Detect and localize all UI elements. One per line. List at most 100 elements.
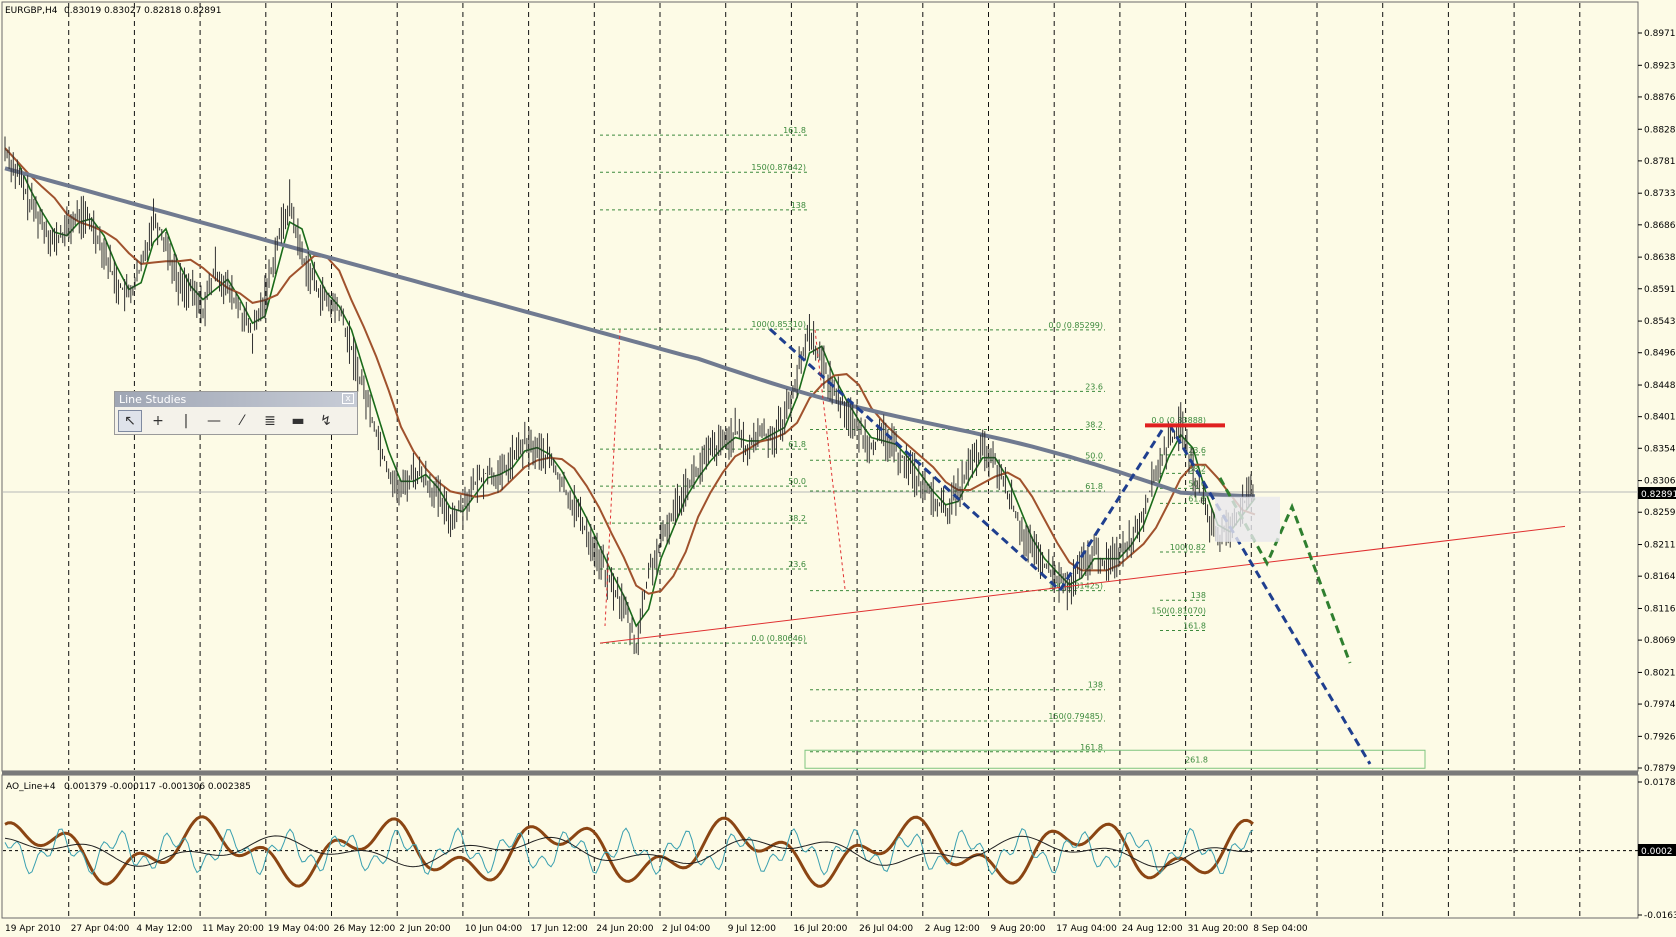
wave-down-line (768, 328, 1062, 592)
fib-label: 150(0.87642) (751, 163, 806, 172)
time-tick-label: 2 Aug 12:00 (925, 924, 980, 934)
projection-down-line (1168, 424, 1372, 765)
time-tick-label: 17 Aug 04:00 (1056, 924, 1117, 934)
price-series (4, 136, 1254, 656)
vertical-line-tool-icon[interactable]: | (183, 412, 189, 429)
indicator-name-label: AO_Line+4 (6, 782, 56, 792)
time-tick-label: 16 Jul 20:00 (793, 924, 847, 934)
line-studies-title: Line Studies (119, 393, 187, 406)
time-tick-label: 10 Jun 04:00 (465, 924, 522, 934)
line-studies-titlebar[interactable]: Line Studies x (115, 392, 357, 407)
time-tick-label: 2 Jun 20:00 (399, 924, 451, 934)
indicator-tick-label: -0.01636 (1644, 911, 1676, 921)
indicator-pane (1, 774, 1639, 919)
fib-label: 23.6 (1085, 382, 1103, 391)
horizontal-line-tool-icon[interactable]: — (207, 412, 221, 429)
time-tick-label: 9 Jul 12:00 (728, 924, 777, 934)
ohlc-label: 0.83019 0.83027 0.82818 0.82891 (64, 6, 221, 16)
rectangle-tool-icon[interactable]: ▬ (291, 412, 305, 429)
moving-averages (4, 147, 1256, 628)
fib-label: 61.8 (1188, 494, 1206, 503)
time-tick-label: 24 Jun 20:00 (596, 924, 653, 934)
ma-slow-line (4, 166, 1256, 499)
time-tick-label: 19 May 04:00 (268, 924, 330, 934)
time-tick-label: 8 Sep 04:00 (1253, 924, 1308, 934)
fib-label: 100(0.85310) (751, 320, 806, 329)
indicator-tick-label: 0.01787 (1644, 778, 1676, 788)
time-tick-label: 31 Aug 20:00 (1188, 924, 1249, 934)
fib-label: 161.8 (783, 126, 806, 135)
ao-indicator (4, 815, 1254, 888)
indicator-zero-label: 0.0002 (1641, 847, 1673, 857)
fib-label: 138 (1191, 591, 1206, 600)
drawn-objects (599, 328, 1566, 765)
cursor-tool-icon[interactable]: ↖ (118, 409, 142, 432)
time-tick-label: 2 Jul 04:00 (662, 924, 711, 934)
target-zone (1215, 496, 1280, 542)
symbol-label: EURGBP,H4 (5, 6, 58, 16)
fib-label: 261.8 (1185, 755, 1208, 764)
fib-label: 161.8 (1183, 621, 1206, 630)
time-tick-label: 26 Jul 04:00 (859, 924, 913, 934)
fib-label: 138 (1088, 681, 1103, 690)
fibonacci-levels: 0.0 (0.80646) 23.6 38.2 50.0 61.8 100(0.85310… (600, 126, 1426, 769)
time-tick-label: 19 Apr 2010 (5, 924, 61, 934)
ao-fast-line (4, 827, 1254, 876)
fib-label: 100(0.82 (1170, 543, 1206, 552)
fib-label: 61.8 (788, 440, 806, 449)
time-tick-label: 27 Apr 04:00 (71, 924, 130, 934)
fib-label: 0.0 (0.85299) (1048, 321, 1103, 330)
ao-main-line (4, 815, 1254, 888)
fib-label: 38.2 (1085, 421, 1103, 430)
current-price-label: 0.82891 (1641, 490, 1676, 500)
arrows-tool-icon[interactable]: ↯ (320, 412, 332, 429)
crosshair-tool-icon[interactable]: + (152, 412, 164, 429)
time-tick-label: 26 May 12:00 (334, 924, 396, 934)
line-studies-tools: ↖ + | — ⁄ ≣ ▬ ↯ (115, 407, 357, 434)
fib-anchor-line (814, 329, 846, 590)
ma-fast-line (4, 147, 1256, 628)
ao-signal-line (4, 835, 1254, 868)
indicator-values-label: 0.001379 -0.000117 -0.001306 0.002385 (64, 782, 251, 792)
ma-mid-line (4, 147, 1256, 595)
trendline-tool-icon[interactable]: ⁄ (240, 412, 244, 429)
wave-up-line (1058, 424, 1167, 592)
time-tick-label: 24 Aug 12:00 (1122, 924, 1183, 934)
fibonacci-tool-icon[interactable]: ≣ (264, 412, 276, 429)
fib-label: 23.6 (1188, 446, 1206, 455)
fib-label: 38.2 (1188, 464, 1206, 473)
time-tick-label: 17 Jun 12:00 (531, 924, 588, 934)
line-studies-toolbar[interactable]: Line Studies x ↖ + | — ⁄ ≣ ▬ ↯ (114, 391, 358, 435)
current-price-box (1638, 487, 1676, 499)
support-trendline (599, 525, 1566, 644)
fib-label: 23.6 (788, 560, 806, 569)
close-icon[interactable]: x (342, 393, 354, 404)
fib-label: 38.2 (788, 514, 806, 523)
fib-extension-box (804, 749, 1426, 769)
fib-label: 161.8 (1080, 743, 1103, 752)
fib-label: 50.0 (788, 477, 806, 486)
fib-label: 150(0.79485) (1048, 712, 1103, 721)
time-tick-label: 9 Aug 20:00 (991, 924, 1046, 934)
